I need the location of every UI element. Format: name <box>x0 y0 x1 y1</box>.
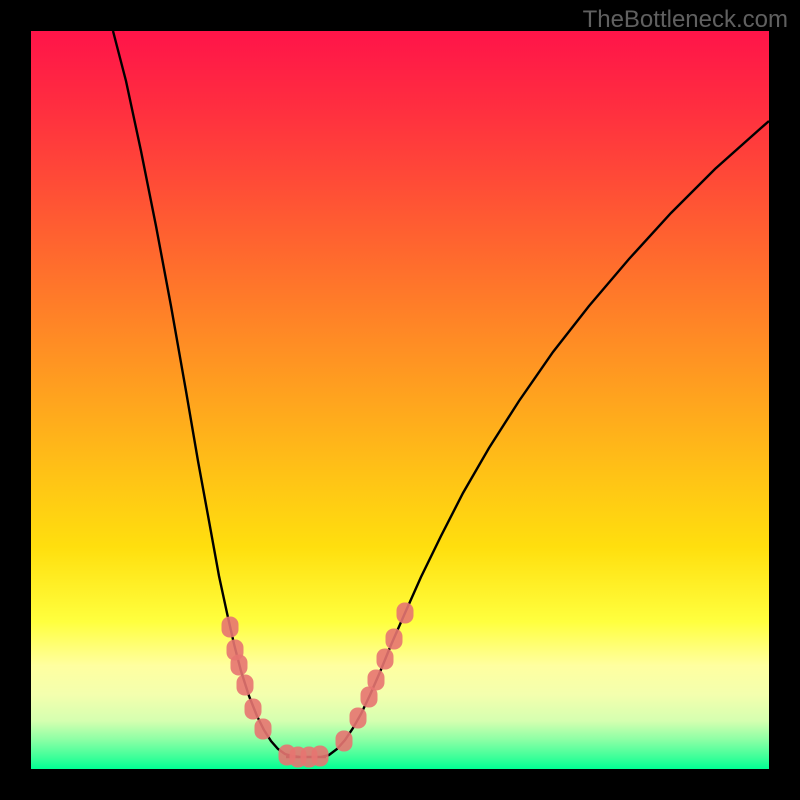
markers-group <box>222 603 414 768</box>
curve-left-branch <box>113 31 299 757</box>
chart-overlay <box>31 31 769 769</box>
plot-area <box>31 31 769 769</box>
data-marker <box>237 675 254 696</box>
data-marker <box>397 603 414 624</box>
data-marker <box>231 655 248 676</box>
data-marker <box>386 629 403 650</box>
data-marker <box>368 670 385 691</box>
data-marker <box>312 746 329 767</box>
data-marker <box>377 649 394 670</box>
data-marker <box>336 731 353 752</box>
data-marker <box>350 708 367 729</box>
data-marker <box>255 719 272 740</box>
watermark-text: TheBottleneck.com <box>583 6 788 34</box>
data-marker <box>245 699 262 720</box>
data-marker <box>222 617 239 638</box>
